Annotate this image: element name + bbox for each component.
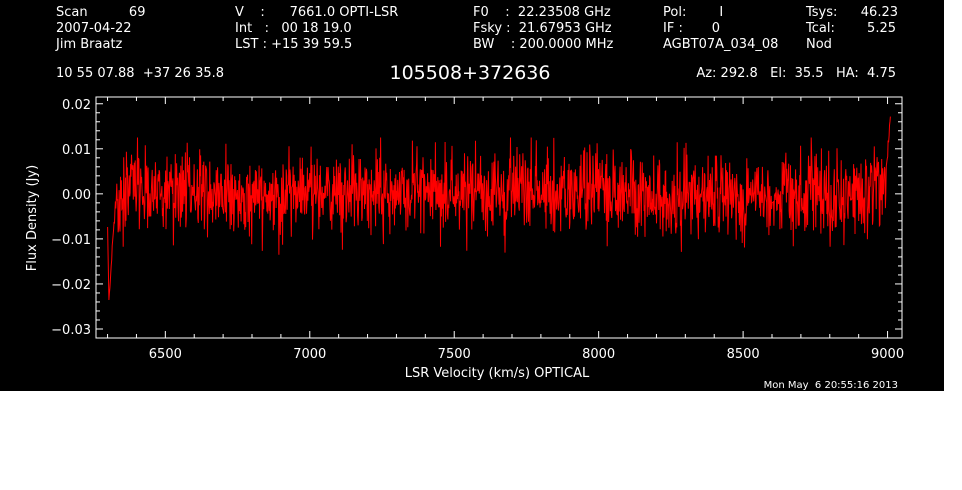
tsys-value: 46.23 (860, 5, 898, 20)
if-number: IF : 0 (663, 21, 721, 36)
lst-value: LST : +15 39 59.5 (235, 37, 353, 52)
integration-time: Int : 00 18 19.0 (235, 21, 352, 36)
rest-frequency: F0 : 22.23508 GHz (473, 5, 611, 20)
x-tick-label: 8500 (727, 347, 760, 362)
plot-frame (95, 96, 903, 339)
x-tick-label: 9000 (871, 347, 904, 362)
x-tick-label: 7500 (438, 347, 471, 362)
y-tick-label: 0.00 (62, 188, 91, 203)
y-tick-label: 0.02 (62, 98, 91, 113)
tcal-label: Tcal: (806, 21, 835, 36)
y-tick-label: −0.03 (51, 323, 91, 338)
tcal-value: 5.25 (867, 21, 896, 36)
y-axis: −0.03 −0.02 −0.01 0.00 0.01 0.02 (51, 98, 902, 338)
x-axis-label: LSR Velocity (km/s) OPTICAL (405, 366, 590, 381)
x-tick-label: 8000 (582, 347, 615, 362)
x-axis: 6500 7000 7500 8000 8500 9000 (107, 97, 904, 362)
plot-timestamp: Mon May 6 20:55:16 2013 (763, 380, 898, 391)
x-tick-label: 6500 (149, 347, 182, 362)
tsys-label: Tsys: (806, 5, 838, 20)
scan-number: Scan 69 (56, 5, 146, 20)
spectrum-figure: Scan 69 2007-04-22 Jim Braatz V : 7661.0… (0, 0, 944, 391)
y-tick-label: −0.01 (51, 233, 91, 248)
plot-area: 6500 7000 7500 8000 8500 9000 −0.03 −0.02 −0.01… (25, 96, 904, 381)
source-coordinates: 10 55 07.88 +37 26 35.8 (56, 66, 225, 81)
observation-date: 2007-04-22 (56, 21, 132, 36)
az-el-ha: Az: 292.8 El: 35.5 HA: 4.75 (696, 66, 896, 81)
source-name: 105508+372636 (389, 62, 551, 84)
y-axis-label: Flux Density (Jy) (25, 165, 40, 271)
spectrum-series-line (107, 116, 891, 301)
y-tick-label: 0.01 (62, 143, 91, 158)
x-tick-label: 7000 (293, 347, 326, 362)
velocity-info: V : 7661.0 OPTI-LSR (235, 5, 399, 20)
polarization: Pol: I (663, 5, 724, 20)
project-id: AGBT07A_034_08 (663, 37, 779, 52)
sky-frequency: Fsky : 21.67953 GHz (473, 21, 612, 36)
observer-name: Jim Braatz (56, 37, 123, 52)
bandwidth: BW : 200.0000 MHz (473, 37, 614, 52)
mode-label: Nod (806, 37, 832, 52)
y-tick-label: −0.02 (51, 278, 91, 293)
